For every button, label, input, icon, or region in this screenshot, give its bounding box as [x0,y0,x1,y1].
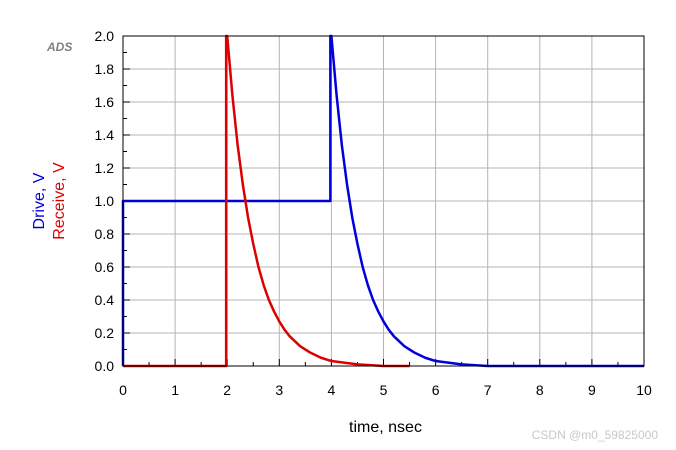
y-tick-label: 1.8 [95,61,115,77]
y-tick-label: 0.0 [95,358,115,374]
grid [123,36,644,366]
ads-brand-label: ADS [47,40,73,54]
y-tick-label: 0.4 [95,292,115,308]
x-tick-label: 0 [119,382,127,398]
y-tick-label: 1.4 [95,127,115,143]
x-tick-label: 6 [432,382,440,398]
x-tick-label: 8 [536,382,544,398]
y-tick-labels: 0.0 0.2 0.4 0.6 0.8 1.0 1.2 1.4 1.6 1.8 2.0 [95,28,115,374]
y-axis-label-line: Receive, V [51,162,68,240]
y-axis-label-line: Drive, V [31,172,48,229]
x-tick-label: 1 [171,382,179,398]
series-line-drive [121,34,644,368]
series-line-receive [123,34,410,368]
plot-frame [122,35,645,367]
series-lines [121,34,644,368]
x-tick-label: 4 [328,382,336,398]
x-tick-label: 2 [223,382,231,398]
y-tick-label: 1.6 [95,94,115,110]
y-tick-label: 2.0 [95,28,115,44]
x-axis-label: time, nsec [349,419,422,436]
y-tick-label: 1.0 [95,193,115,209]
watermark-text: CSDN @m0_59825000 [531,428,658,442]
x-tick-label: 7 [484,382,492,398]
y-tick-label: 0.8 [95,226,115,242]
x-tick-label: 10 [636,382,652,398]
y-tick-label: 1.2 [95,160,115,176]
y-tick-label: 0.6 [95,259,115,275]
y-tick-label: 0.2 [95,325,115,341]
y-axis-label: Drive, V Receive, V [31,162,68,240]
x-tick-label: 3 [275,382,283,398]
x-tick-labels: 0 1 2 3 4 5 6 7 8 9 10 [119,382,652,398]
x-tick-label: 9 [588,382,596,398]
x-tick-label: 5 [380,382,388,398]
